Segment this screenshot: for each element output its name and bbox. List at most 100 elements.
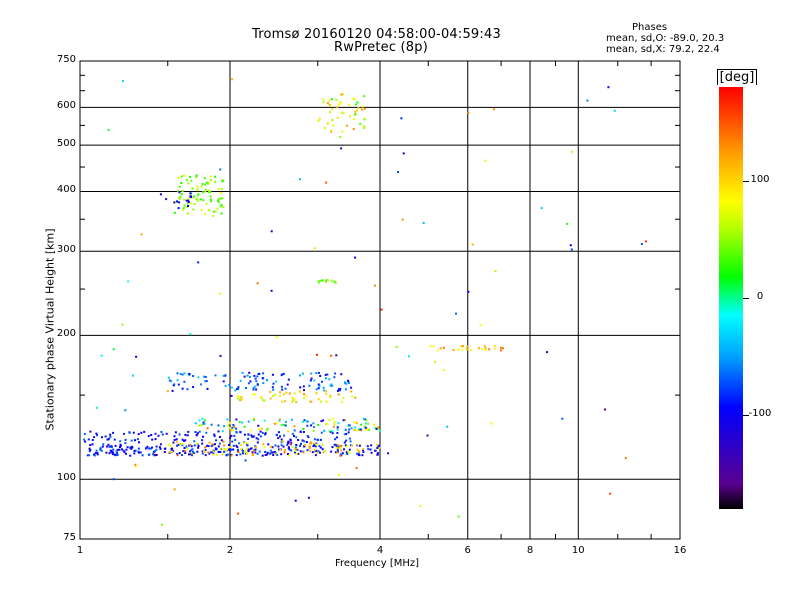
point-0-35	[114, 444, 117, 447]
point-8-4	[363, 107, 366, 110]
point-1-68	[102, 443, 105, 446]
point-1-144	[235, 431, 238, 434]
point-4-22	[286, 383, 289, 386]
point-1-60	[291, 432, 294, 435]
point-4-2	[280, 385, 283, 388]
point-0-17	[274, 444, 277, 447]
point-0-195	[314, 445, 317, 448]
point-9-2	[333, 280, 336, 283]
point-11-59	[112, 348, 115, 351]
point-0-140	[370, 451, 373, 454]
point-3-69	[293, 429, 296, 432]
point-11-69	[310, 377, 313, 380]
point-0-231	[297, 452, 300, 455]
point-3-90	[342, 419, 345, 422]
point-3-51	[364, 422, 367, 425]
point-3-107	[326, 422, 328, 425]
point-3-45	[229, 421, 232, 424]
point-1-107	[247, 433, 250, 436]
point-5-44	[252, 393, 255, 396]
point-11-1	[335, 354, 338, 357]
point-3-14	[241, 421, 244, 424]
point-4-116	[256, 375, 259, 378]
point-1-38	[250, 434, 253, 437]
point-1-132	[243, 433, 246, 436]
point-1-65	[230, 434, 233, 437]
point-8-19	[357, 107, 360, 110]
point-10-19	[483, 345, 486, 348]
point-3-5	[301, 420, 304, 423]
point-5-31	[292, 399, 295, 402]
point-8-23	[353, 98, 356, 101]
point-5-19	[341, 401, 344, 403]
point-5-34	[298, 390, 301, 393]
point-11-52	[373, 284, 376, 287]
point-0-249	[280, 444, 283, 447]
point-6-46	[207, 209, 210, 211]
x-tick-label-6: 16	[673, 545, 687, 556]
point-4-69	[344, 388, 347, 391]
point-3-94	[336, 426, 339, 429]
point-2-37	[316, 451, 319, 454]
point-4-9	[324, 373, 327, 376]
point-4-114	[344, 382, 347, 385]
point-0-53	[159, 447, 162, 450]
point-2-38	[376, 443, 378, 446]
point-8-31	[363, 95, 366, 98]
point-0-238	[230, 448, 233, 451]
point-1-10	[173, 435, 176, 438]
point-5-29	[329, 396, 332, 399]
point-2-83	[337, 446, 340, 449]
point-8-38	[331, 119, 334, 121]
point-1-134	[239, 430, 242, 433]
point-8-7	[330, 129, 333, 132]
point-3-38	[257, 424, 260, 427]
point-5-17	[278, 395, 281, 397]
point-5-15	[342, 396, 345, 399]
point-1-154	[196, 432, 199, 435]
point-0-81	[336, 448, 339, 451]
point-2-7	[221, 453, 224, 456]
point-2-36	[229, 446, 232, 449]
point-6-69	[208, 191, 210, 194]
point-8-24	[363, 125, 366, 128]
point-11-22	[471, 243, 474, 246]
point-2-53	[223, 448, 226, 450]
point-2-66	[223, 444, 226, 447]
point-1-104	[251, 435, 254, 438]
point-3-92	[231, 426, 234, 429]
point-2-9	[251, 452, 254, 455]
point-4-91	[252, 388, 255, 391]
point-4-119	[170, 380, 173, 383]
point-6-12	[187, 182, 190, 185]
point-4-60	[192, 386, 195, 388]
point-11-32	[95, 406, 98, 409]
point-5-22	[285, 391, 288, 394]
point-6-39	[197, 193, 200, 196]
point-5-28	[273, 393, 276, 396]
point-0-190	[137, 447, 140, 450]
point-11-20	[609, 492, 612, 495]
point-1-111	[317, 438, 320, 441]
point-0-123	[317, 450, 320, 453]
point-5-26	[291, 397, 294, 400]
point-0-173	[116, 448, 119, 451]
point-10-3	[432, 345, 435, 348]
point-2-72	[274, 452, 277, 455]
point-8-39	[330, 130, 333, 133]
point-1-71	[246, 443, 248, 446]
point-0-228	[101, 445, 104, 448]
point-11-86	[166, 390, 169, 393]
point-2-3	[215, 453, 218, 456]
point-2-68	[284, 448, 286, 451]
point-0-142	[261, 454, 264, 457]
point-0-67	[137, 450, 140, 453]
point-4-104	[338, 388, 341, 390]
point-2-26	[183, 450, 186, 453]
point-0-172	[225, 453, 228, 456]
point-2-52	[309, 449, 312, 452]
point-0-255	[144, 447, 147, 450]
point-4-15	[249, 380, 252, 383]
point-4-117	[328, 378, 331, 381]
point-11-40	[219, 168, 222, 171]
